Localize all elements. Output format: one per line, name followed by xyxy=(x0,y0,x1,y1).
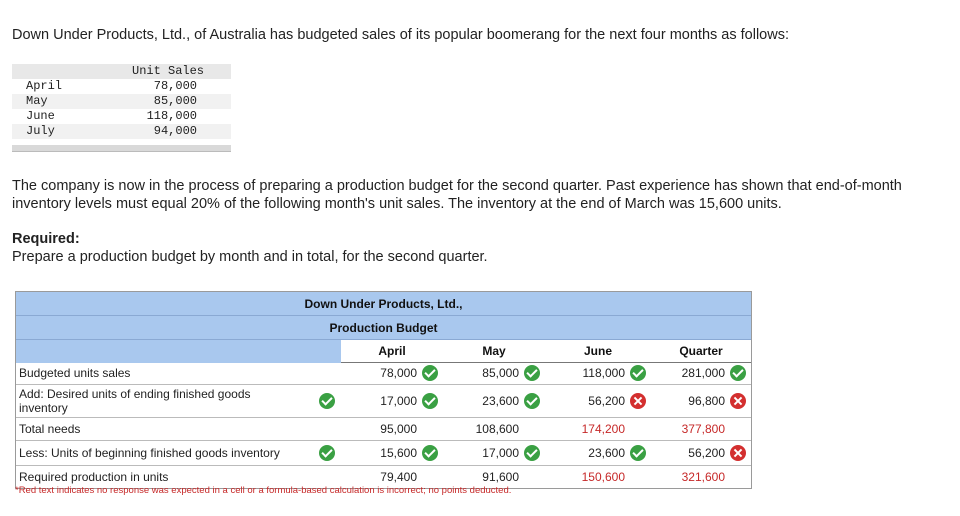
row-beginning-inventory: Less: Units of beginning finished goods … xyxy=(16,441,751,466)
check-icon xyxy=(422,393,438,409)
check-icon xyxy=(319,393,335,409)
cell-april[interactable]: 78,000 xyxy=(341,362,443,384)
col-june: June xyxy=(545,340,651,363)
row-budgeted-sales: Budgeted units sales 78,000 85,000 118,0… xyxy=(16,362,751,385)
cell-june: 150,600 xyxy=(581,470,625,484)
cell-quarter[interactable]: 96,800 xyxy=(651,385,751,417)
row-label: Budgeted units sales xyxy=(19,366,131,380)
check-icon xyxy=(730,365,746,381)
col-may: May xyxy=(443,340,545,363)
intro-text: Down Under Products, Ltd., of Australia … xyxy=(12,27,789,43)
sales-row: July 94,000 xyxy=(12,124,231,139)
check-icon xyxy=(524,365,540,381)
row-total-needs: Total needs 95,000 108,600 174,200 377,8… xyxy=(16,418,751,441)
check-icon xyxy=(524,445,540,461)
cell-april[interactable]: 15,600 xyxy=(341,441,443,465)
row-ending-inventory: Add: Desired units of ending finished go… xyxy=(16,385,751,418)
cell-april: 95,000 xyxy=(380,422,417,436)
cell-june[interactable]: 118,000 xyxy=(545,362,651,384)
check-icon xyxy=(630,365,646,381)
cell-april[interactable]: 17,000 xyxy=(341,385,443,417)
cell-quarter[interactable]: 56,200 xyxy=(651,441,751,465)
check-icon xyxy=(630,445,646,461)
check-icon xyxy=(422,365,438,381)
sales-row: June 118,000 xyxy=(26,109,197,123)
cross-icon xyxy=(630,393,646,409)
cell-may: 108,600 xyxy=(475,422,519,436)
problem-paragraph: The company is now in the process of pre… xyxy=(12,178,902,212)
col-quarter: Quarter xyxy=(651,340,751,363)
sales-row: April 78,000 xyxy=(26,79,197,93)
check-icon xyxy=(524,393,540,409)
table-scrollbar[interactable] xyxy=(12,145,231,152)
cell-quarter: 321,600 xyxy=(681,470,725,484)
row-label: Required production in units xyxy=(19,470,169,484)
row-label: Less: Units of beginning finished goods … xyxy=(19,446,280,460)
check-icon xyxy=(319,445,335,461)
unit-sales-header: Unit Sales xyxy=(132,64,205,78)
row-label: Total needs xyxy=(19,422,81,436)
required-title: Required: xyxy=(12,231,80,247)
cell-quarter[interactable]: 281,000 xyxy=(651,362,751,384)
cell-quarter: 377,800 xyxy=(681,422,725,436)
check-icon xyxy=(422,445,438,461)
cell-may[interactable]: 23,600 xyxy=(443,385,545,417)
cell-may: 91,600 xyxy=(482,470,519,484)
cell-june[interactable]: 56,200 xyxy=(545,385,651,417)
cell-june: 174,200 xyxy=(581,422,625,436)
required-text: Prepare a production budget by month and… xyxy=(12,249,488,265)
cell-may[interactable]: 85,000 xyxy=(443,362,545,384)
cell-june[interactable]: 23,600 xyxy=(545,441,651,465)
cross-icon xyxy=(730,445,746,461)
cross-icon xyxy=(730,393,746,409)
cell-april: 79,400 xyxy=(380,470,417,484)
sales-row: May 85,000 xyxy=(12,94,231,109)
col-april: April xyxy=(341,340,443,363)
row-required-production: Required production in units 79,400 91,6… xyxy=(16,466,751,488)
unit-sales-table: Unit Sales April 78,000 May 85,000 June 118… xyxy=(12,64,231,139)
budget-title-header: Production Budget xyxy=(16,316,751,340)
company-header: Down Under Products, Ltd., xyxy=(16,292,751,316)
footnote: *Red text indicates no response was expe… xyxy=(15,485,512,496)
production-budget-table: Down Under Products, Ltd., Production Bu… xyxy=(15,291,752,489)
row-label: Add: Desired units of ending finished go… xyxy=(19,387,251,415)
cell-may[interactable]: 17,000 xyxy=(443,441,545,465)
column-headers: April May June Quarter xyxy=(16,340,751,363)
